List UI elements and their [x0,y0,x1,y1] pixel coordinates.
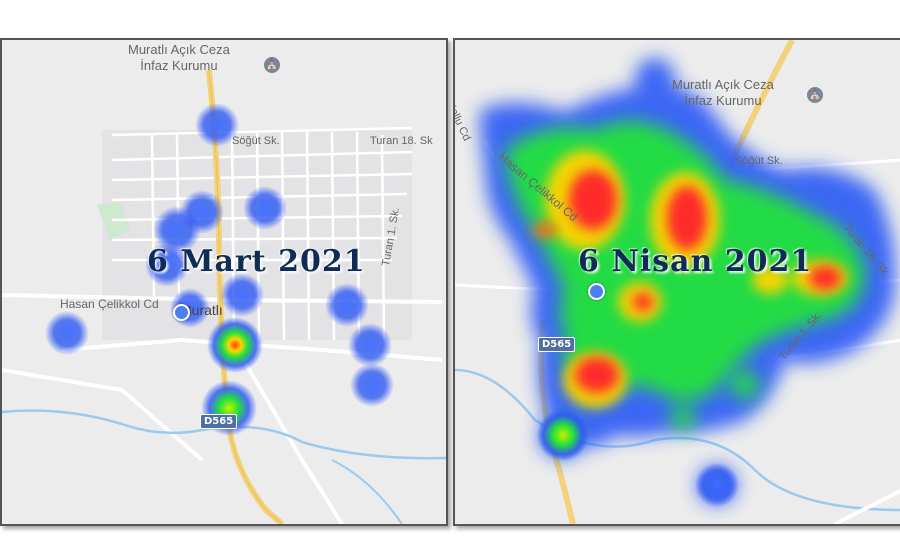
street-label-sogut: Söğüt Sk. [735,155,783,167]
map-base-march [2,40,446,524]
government-building-icon[interactable]: ⛪ [264,57,280,73]
poi-prison-label[interactable]: Muratlı Açık Ceza İnfaz Kurumu [672,77,774,109]
poi-name-line2: İnfaz Kurumu [140,58,218,73]
street-label-hasan: Hasan Çelikkol Cd [60,297,159,311]
poi-name-line1: Muratlı Açık Ceza [128,42,230,57]
poi-prison-label[interactable]: Muratlı Açık Ceza İnfaz Kurumu [128,42,230,74]
map-panel-april[interactable]: Muratlı Açık Ceza İnfaz Kurumu ⛪ Kollu C… [453,38,900,526]
map-title-april: 6 Nisan 2021 [578,244,813,279]
map-panel-march[interactable]: Muratlı Açık Ceza İnfaz Kurumu ⛪ Söğüt S… [0,38,448,526]
street-label-turan18: Turan 18. Sk [370,135,433,147]
poi-name-line1: Muratlı Açık Ceza [672,77,774,92]
street-label-sogut: Söğüt Sk. [232,135,280,147]
route-badge: D565 [538,337,576,352]
map-base-april [455,40,900,524]
location-marker[interactable] [173,304,190,321]
location-marker[interactable] [588,283,605,300]
poi-name-line2: İnfaz Kurumu [684,93,762,108]
government-building-icon[interactable]: ⛪ [807,87,823,103]
route-badge: D565 [200,414,238,429]
map-title-march: 6 Mart 2021 [147,244,366,279]
town-label: Muratlı [180,302,223,318]
